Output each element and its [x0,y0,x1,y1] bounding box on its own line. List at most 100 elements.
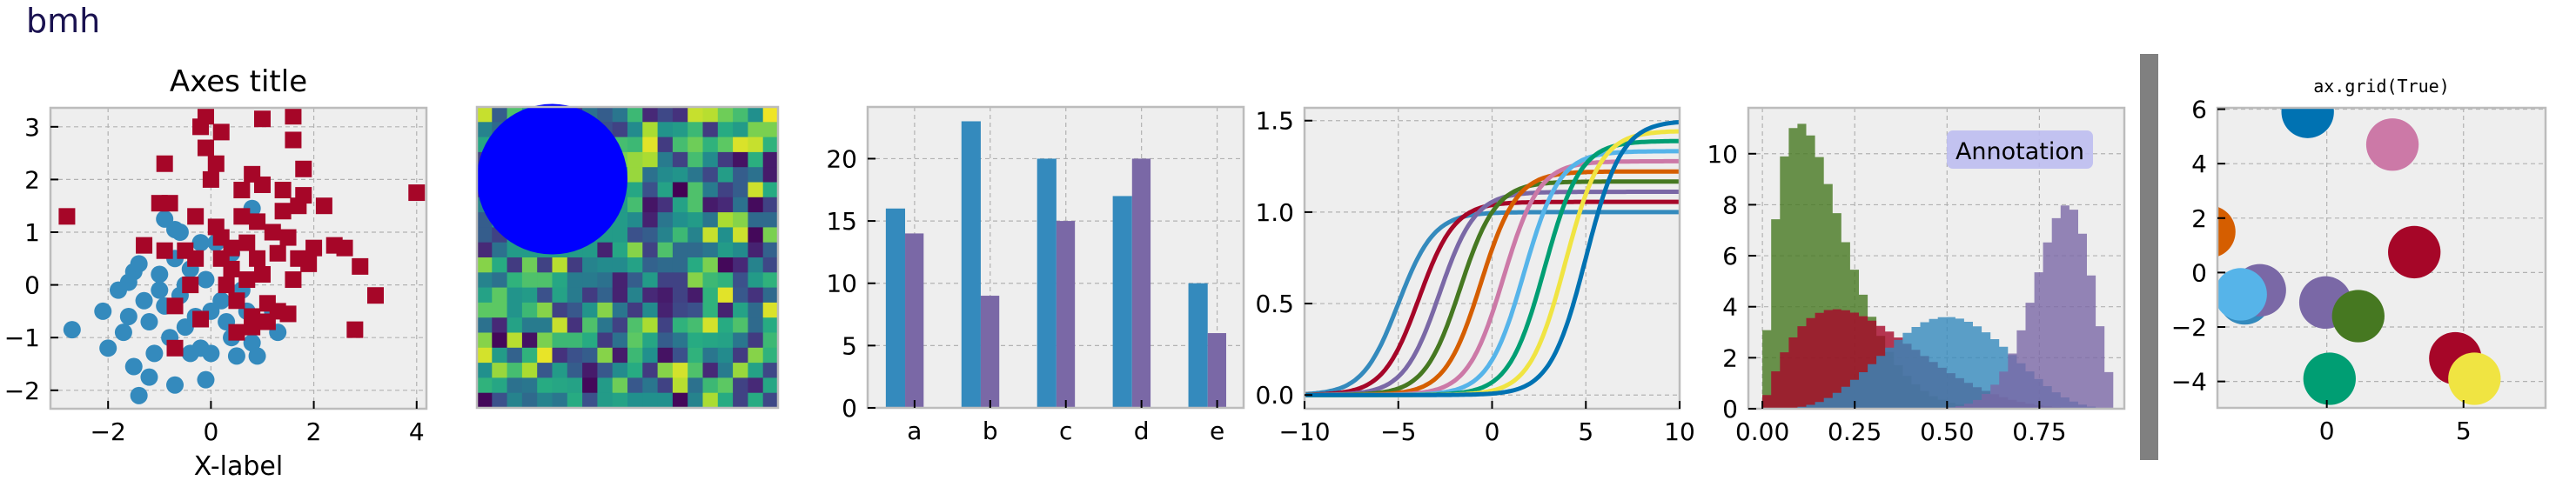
heatmap-cell [672,302,688,318]
heatmap-cell [627,242,643,258]
heatmap-cell [597,302,614,318]
heatmap-cell [627,287,643,304]
scatter-point-square [187,208,205,225]
sigmoid-line-chart: −10 −5 0 5 10 0.0 0.5 1.0 1.5 [1255,107,1694,446]
heatmap-cell [492,302,508,318]
sigmoid-xtick-label: 5 [1578,417,1593,446]
heatmap-cell [552,363,568,378]
hist-ytick-label: 6 [1722,242,1738,270]
heatmap-cell [657,151,674,168]
bar-d-series-2 [1131,158,1151,408]
heatmap-cell [733,212,748,228]
scatter-point-circle [145,344,164,363]
heatmap-cell [567,377,583,394]
heatmap-cell [702,227,719,244]
heatmap-cell [748,137,764,153]
heatmap-cell [552,377,568,394]
heatmap-cell [597,392,614,409]
scatter-point-square [315,197,332,215]
heatmap-cell [657,167,674,183]
scatter-point-square [197,139,214,157]
heatmap-cell [717,377,734,394]
scatter-point-square [233,182,251,199]
heatmap-cell [688,182,704,198]
heatmap-cell [642,242,659,258]
scatter-ytick-label: 3 [24,113,40,142]
heatmap-cell [702,257,719,273]
heatmap-cell [521,257,538,273]
heatmap-cell [642,212,659,228]
heatmap-cell [552,302,568,318]
heatmap-cell [702,137,719,153]
heatmap-cell [762,287,779,304]
heatmap-cell [688,242,704,258]
heatmap-cell [672,287,688,304]
heatmap-cell [762,302,779,318]
heatmap-cell [748,227,764,244]
hist-xtick-label: 0.75 [2012,417,2066,446]
heatmap-cell [688,122,704,138]
hist-xtick-label: 0.00 [1735,417,1789,446]
sigmoid-ytick-label: 1.5 [1255,107,1294,136]
scatter-ytick-label: −2 [4,377,40,405]
gridplot-plot-area [2217,108,2546,408]
heatmap-cell [733,197,748,213]
scatter-point-square [274,182,292,199]
data-circle [2331,290,2385,343]
scatter-point-circle [202,344,220,363]
heatmap-cell [717,212,734,228]
heatmap-cell [672,272,688,289]
heatmap-cell [702,122,719,138]
scatter-point-circle [63,321,81,339]
heatmap-cell [762,363,779,378]
scatter-point-square [212,123,230,141]
heatmap-cell [537,272,553,289]
heatmap-cell [748,151,764,168]
heatmap-cell [748,392,764,409]
heatmap-cell [477,122,493,138]
heatmap-cell [688,272,704,289]
scatter-point-square [295,187,312,204]
heatmap-cell [688,167,704,183]
data-circle [2281,108,2334,138]
heatmap-cell [642,392,659,409]
heatmap-cell [748,242,764,258]
heatmap-cell [567,257,583,273]
heatmap-cell [733,122,748,138]
heatmap-cell [506,287,523,304]
heatmap-cell [506,257,523,273]
heatmap-cell [733,182,748,198]
bars-xtick-label: a [907,417,922,445]
bars-ytick-label: 20 [826,144,857,173]
heatmap-cell [537,392,553,409]
heatmap-cell [657,363,674,378]
heatmap-cell [492,257,508,273]
heatmap-cell [657,317,674,334]
heatmap-cell [627,257,643,273]
annotation-text: Annotation [1955,138,2084,165]
heatmap-cell [748,317,764,334]
heatmap-cell [702,302,719,318]
heatmap-cell [492,377,508,394]
bar-c-series-2 [1056,221,1076,408]
heatmap-cell [762,392,779,409]
heatmap-cell [537,257,553,273]
gridplot-xtick-label: 5 [2456,417,2472,445]
heatmap-cell [506,363,523,378]
heatmap-cell [627,167,643,183]
hist-xtick-label: 0.25 [1828,417,1882,446]
heatmap-cell [642,287,659,304]
scatter-point-square [156,155,173,172]
scatter-point-square [223,239,240,257]
heatmap-cell [567,287,583,304]
heatmap-cell [748,107,764,123]
scatter-point-circle [119,307,138,325]
heatmap-cell [477,302,493,318]
heatmap-cell [733,392,748,409]
heatmap-cell [642,377,659,394]
scatter-point-square [366,287,384,304]
bars-frame [866,105,1245,410]
heatmap-cell [627,302,643,318]
heatmap-cell [672,257,688,273]
scatter-point-circle [99,339,117,357]
